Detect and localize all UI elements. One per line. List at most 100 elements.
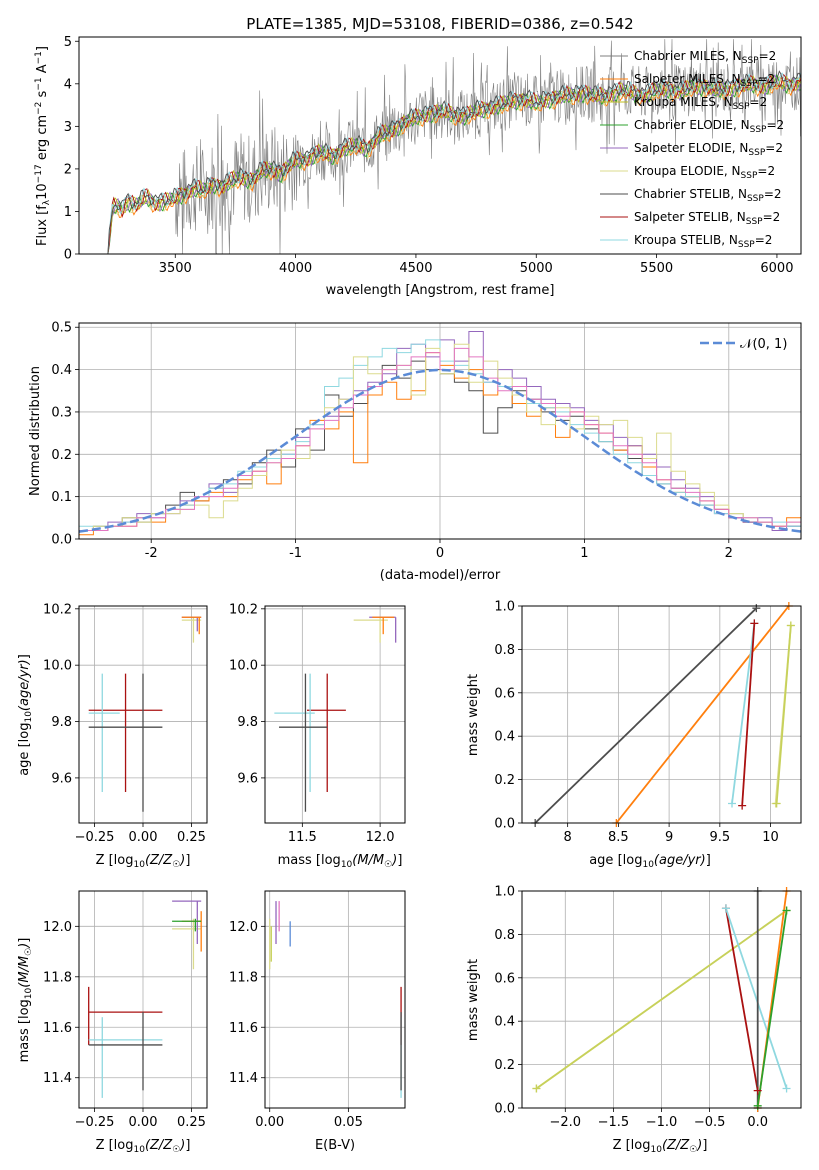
legend-label-0: Chabrier MILES, NSSP=2 bbox=[634, 49, 776, 66]
y-tick-label: 10.2 bbox=[43, 602, 72, 617]
legend-label-6: Chabrier STELIB, NSSP=2 bbox=[634, 187, 782, 204]
y-tick-label: 1 bbox=[64, 205, 72, 220]
normal-curve-line bbox=[79, 368, 801, 533]
weight-line-6 bbox=[756, 910, 788, 1106]
weight-marker bbox=[738, 801, 747, 810]
plot-area bbox=[79, 331, 801, 536]
model-line-kroupa-miles bbox=[107, 74, 801, 254]
model-line-kroupa-elodie bbox=[107, 75, 801, 254]
x-tick-label: 4000 bbox=[279, 261, 312, 276]
legend-label: 𝒩(0, 1) bbox=[740, 337, 787, 352]
y-tick-label: 0.0 bbox=[494, 1102, 515, 1117]
x-tick-label: 9.5 bbox=[709, 830, 730, 845]
weight-line-1 bbox=[535, 909, 788, 1090]
y-tick-label: 12.0 bbox=[43, 920, 72, 935]
x-tick-label: 0.00 bbox=[255, 1115, 284, 1130]
y-axis-label: Flux [fλ10−17 erg cm−2 s−1 A−1] bbox=[34, 46, 52, 246]
y-tick-label: 10.2 bbox=[229, 602, 258, 617]
y-axis-label: Normed distribution bbox=[28, 366, 43, 496]
y-tick-label: 0.4 bbox=[51, 363, 72, 378]
y-tick-label: 4 bbox=[64, 77, 72, 92]
weight-marker bbox=[786, 621, 795, 630]
x-tick-label: 9 bbox=[665, 830, 673, 845]
model-line-salpeter-stelib bbox=[107, 73, 801, 254]
x-tick-label: −0.25 bbox=[75, 1115, 115, 1130]
y-tick-label: 0.6 bbox=[494, 971, 515, 986]
x-tick-label: 3500 bbox=[159, 261, 192, 276]
y-tick-label: 0.8 bbox=[494, 928, 515, 943]
plot-area bbox=[534, 606, 792, 823]
y-tick-label: 0.6 bbox=[494, 686, 515, 701]
panel-2: -2 -1 0 1 2 0.0 0.1 0.2 0.3 0.4 0.5 (data-model)/er… bbox=[28, 321, 802, 583]
x-tick-label: −0.5 bbox=[694, 1115, 726, 1130]
x-axis-label: mass [log10(M/M☉)] bbox=[278, 853, 403, 870]
plot-area bbox=[88, 616, 202, 812]
y-tick-label: 10.0 bbox=[229, 659, 258, 674]
weight-line-5 bbox=[775, 625, 792, 804]
panel-6: −0.25 0.00 0.25 11.4 11.6 11.8 12.0 Z [log10(Z/… bbox=[17, 890, 208, 1155]
x-axis-label: (data-model)/error bbox=[380, 568, 501, 583]
panel-1: 3500 4000 4500 5000 5500 6000 0 1 2 3 4 5 PLATE=1385… bbox=[34, 15, 802, 298]
x-tick-label: −2.0 bbox=[550, 1115, 582, 1130]
weight-marker bbox=[728, 799, 737, 808]
weight-marker bbox=[782, 906, 791, 915]
x-tick-label: 11.5 bbox=[288, 830, 317, 845]
y-tick-label: 0.4 bbox=[494, 730, 515, 745]
y-tick-label: 11.6 bbox=[229, 1021, 258, 1036]
x-tick-label: −1.5 bbox=[598, 1115, 630, 1130]
y-tick-label: 12.0 bbox=[229, 920, 258, 935]
y-tick-label: 10.0 bbox=[43, 659, 72, 674]
axes-frame bbox=[78, 322, 802, 540]
x-tick-label: 0.25 bbox=[177, 1115, 206, 1130]
panel-8: −2.0 −1.5 −1.0 −0.5 0.0 0.0 0.2 0.4 0.6 0.8 1.0 Z [… bbox=[466, 885, 802, 1155]
y-tick-label: 11.8 bbox=[229, 970, 258, 985]
x-tick-label: 0 bbox=[436, 546, 444, 561]
y-tick-label: 0.1 bbox=[51, 490, 72, 505]
x-tick-label: −1.0 bbox=[646, 1115, 678, 1130]
legend-label-7: Salpeter STELIB, NSSP=2 bbox=[634, 210, 780, 227]
axes-frame bbox=[521, 890, 802, 1109]
weight-line-2 bbox=[725, 908, 759, 1091]
y-axis-label: age [log10(age/yr)] bbox=[17, 654, 34, 776]
y-tick-label: 9.6 bbox=[237, 771, 258, 786]
weight-marker bbox=[753, 1086, 762, 1095]
weight-line-0 bbox=[534, 607, 757, 823]
y-tick-label: 1.0 bbox=[494, 885, 515, 900]
legend-label-5: Kroupa ELODIE, NSSP=2 bbox=[634, 164, 775, 181]
panel-7: 0.00 0.05 11.4 11.6 11.8 12.0 E(B-V) bbox=[229, 890, 406, 1153]
panel-4: 11.5 12.0 9.6 9.8 10.0 10.2 mass [log10(M/M☉)] bbox=[229, 602, 406, 870]
histogram-series-5 bbox=[79, 347, 801, 531]
weight-line-1 bbox=[615, 606, 790, 823]
panel-5: 8 8.5 9 9.5 10 0.0 0.2 0.4 0.6 0.8 1.0 age [log10(a… bbox=[466, 600, 802, 870]
x-tick-label: 0.0 bbox=[747, 1115, 768, 1130]
legend-label-2: Kroupa MILES, NSSP=2 bbox=[634, 95, 767, 112]
y-tick-label: 0 bbox=[64, 248, 72, 263]
x-tick-label: 0.00 bbox=[129, 830, 158, 845]
x-axis-label: age [log10(age/yr)] bbox=[589, 853, 711, 870]
x-tick-label: 1 bbox=[580, 546, 588, 561]
plot-area bbox=[88, 900, 202, 1098]
weight-line-3 bbox=[741, 623, 756, 806]
y-tick-label: 11.8 bbox=[43, 970, 72, 985]
y-tick-label: 9.8 bbox=[51, 715, 72, 730]
y-tick-label: 0.2 bbox=[494, 773, 515, 788]
plot-area bbox=[107, 39, 801, 254]
x-tick-label: 4500 bbox=[399, 261, 432, 276]
y-tick-label: 11.4 bbox=[43, 1071, 72, 1086]
y-tick-label: 0.4 bbox=[494, 1015, 515, 1030]
y-tick-label: 0.0 bbox=[51, 533, 72, 548]
plot-area bbox=[535, 891, 788, 1108]
x-axis-label: wavelength [Angstrom, rest frame] bbox=[326, 283, 555, 298]
axes-frame bbox=[78, 890, 208, 1109]
x-tick-label: 5500 bbox=[640, 261, 673, 276]
y-tick-label: 3 bbox=[64, 120, 72, 135]
y-axis-label: mass weight bbox=[466, 959, 481, 1041]
weight-line-2 bbox=[731, 623, 756, 804]
x-axis-label: Z [log10(Z/Z☉)] bbox=[96, 853, 191, 870]
histogram-series-4 bbox=[79, 343, 801, 531]
x-axis-label: Z [log10(Z/Z☉)] bbox=[613, 1138, 708, 1155]
axes-frame bbox=[78, 36, 802, 255]
weight-marker bbox=[750, 619, 759, 628]
y-axis-label: mass weight bbox=[466, 674, 481, 756]
